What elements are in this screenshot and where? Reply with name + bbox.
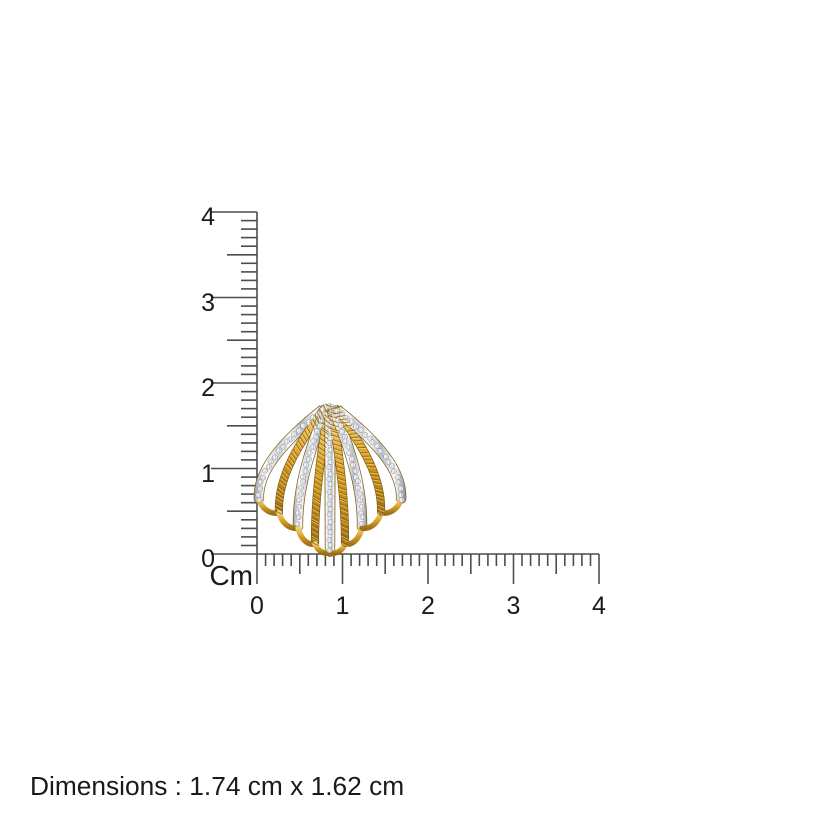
- svg-text:2: 2: [421, 592, 435, 620]
- svg-text:2: 2: [201, 374, 215, 402]
- svg-text:3: 3: [201, 289, 215, 317]
- svg-text:Cm: Cm: [209, 560, 253, 591]
- svg-text:1: 1: [336, 592, 350, 620]
- svg-text:3: 3: [507, 592, 521, 620]
- svg-text:Dimensions : 1.74 cm x 1.62 cm: Dimensions : 1.74 cm x 1.62 cm: [30, 771, 404, 801]
- svg-text:0: 0: [250, 592, 264, 620]
- svg-text:4: 4: [201, 203, 215, 231]
- svg-text:1: 1: [201, 460, 215, 488]
- svg-text:4: 4: [592, 592, 606, 620]
